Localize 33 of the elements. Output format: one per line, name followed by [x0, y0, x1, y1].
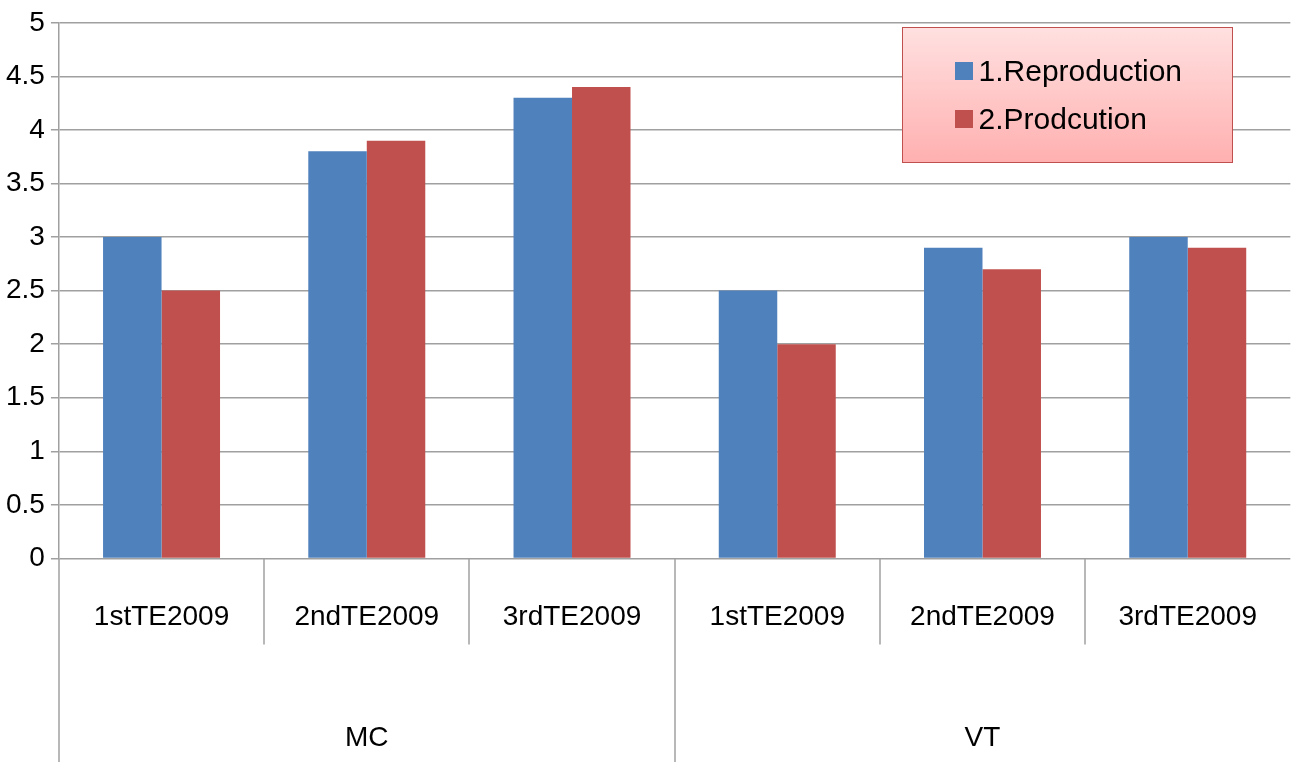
x-tick-label: 2ndTE2009: [910, 599, 1055, 631]
y-tick-label: 0: [29, 541, 45, 573]
bar: [1129, 237, 1188, 558]
bar: [366, 140, 426, 558]
y-tick-label: 3.5: [5, 166, 45, 198]
y-tick-label: 2: [29, 326, 45, 358]
bar: [718, 290, 778, 558]
bar: [161, 290, 221, 558]
bar: [1187, 247, 1247, 558]
legend-label: 2.Prodcution: [978, 102, 1147, 136]
y-tick-label: 4: [29, 112, 45, 144]
x-tick-label: 1stTE2009: [93, 599, 230, 631]
y-tick-label: 4.5: [5, 59, 45, 91]
bar: [513, 97, 573, 558]
y-tick-label: 5: [29, 5, 45, 37]
bar: [103, 237, 162, 558]
legend-label: 1.Reproduction: [978, 54, 1182, 88]
text: MC: [345, 720, 389, 752]
y-tick-label: 3: [29, 219, 45, 251]
bar: [308, 151, 367, 558]
x-tick-label: 1stTE2009: [709, 599, 845, 631]
x-tick-label: 3rdTE2009: [502, 599, 642, 631]
bar: [572, 87, 631, 558]
text: VT: [964, 720, 1001, 752]
y-tick-label: 1: [29, 434, 45, 465]
x-tick-label: 3rdTE2009: [1118, 599, 1257, 631]
x-tick-label: 2ndTE2009: [294, 599, 440, 631]
y-tick-label: 0.5: [5, 487, 45, 519]
y-tick-label: 1.5: [5, 380, 45, 412]
bar: [924, 247, 983, 558]
y-tick-label: 2.5: [5, 273, 45, 305]
bar: [777, 344, 836, 558]
bar: [982, 269, 1041, 558]
